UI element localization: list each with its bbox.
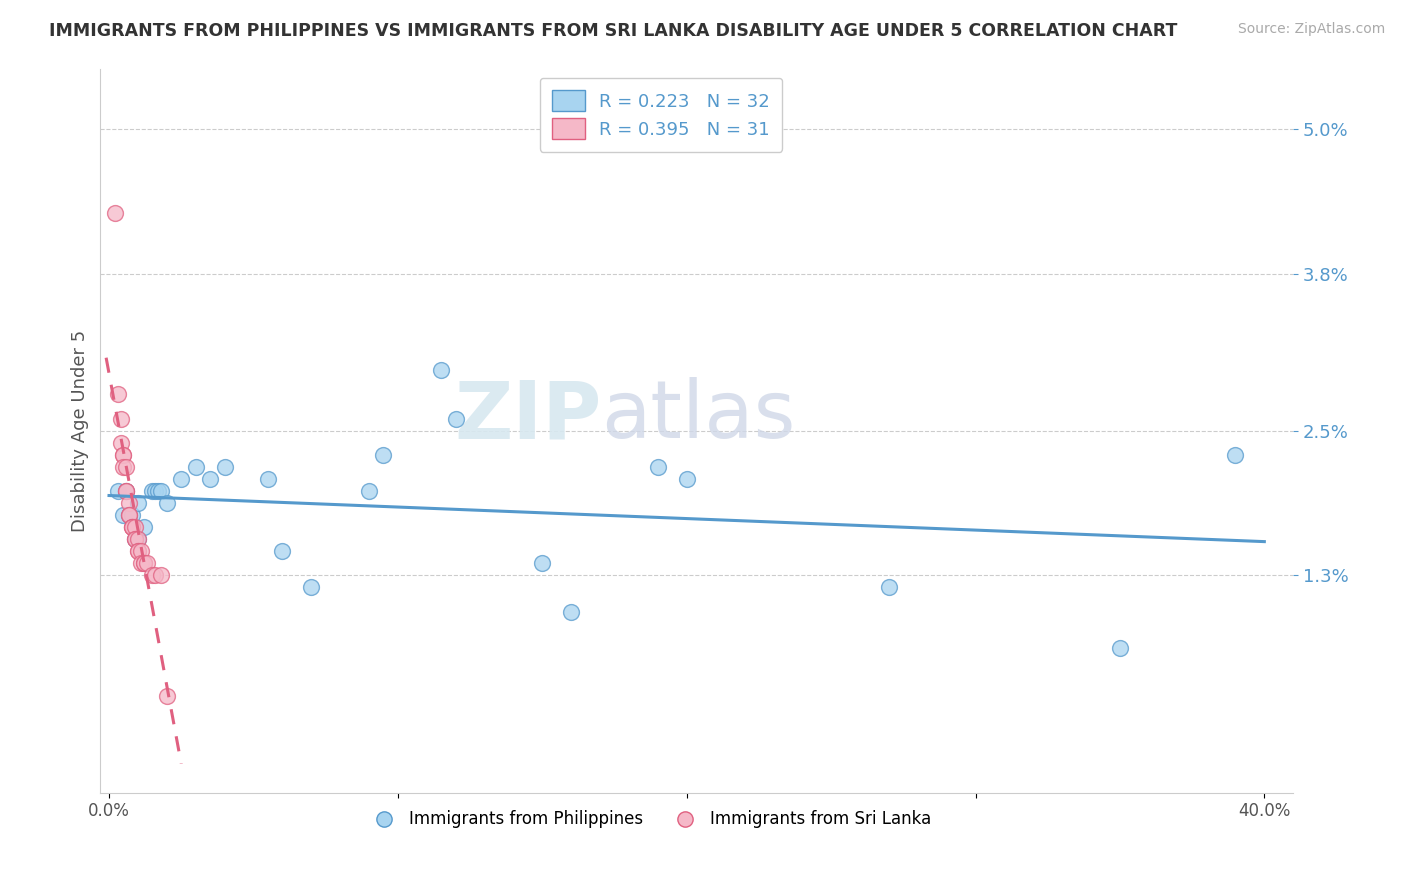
Point <box>115 483 138 498</box>
Point <box>124 520 146 534</box>
Point <box>132 557 155 571</box>
Point <box>135 557 157 571</box>
Legend: Immigrants from Philippines, Immigrants from Sri Lanka: Immigrants from Philippines, Immigrants … <box>360 804 938 835</box>
Point <box>118 508 141 522</box>
Point <box>112 448 135 462</box>
Point <box>141 568 163 582</box>
Point <box>560 605 582 619</box>
Point <box>110 411 132 425</box>
Point <box>257 472 280 486</box>
Point <box>121 520 143 534</box>
Point <box>112 508 135 522</box>
Point <box>121 520 143 534</box>
Point <box>143 568 166 582</box>
Point <box>1225 448 1247 462</box>
Point <box>127 544 149 558</box>
Point <box>357 483 380 498</box>
Point <box>170 472 193 486</box>
Point <box>647 459 669 474</box>
Text: atlas: atlas <box>602 377 796 455</box>
Point <box>115 483 138 498</box>
Text: ZIP: ZIP <box>454 377 602 455</box>
Point <box>531 557 554 571</box>
Point <box>132 557 155 571</box>
Point <box>156 689 179 703</box>
Point <box>143 483 166 498</box>
Point <box>107 387 129 401</box>
Point <box>675 472 697 486</box>
Point <box>129 544 152 558</box>
Point <box>124 532 146 546</box>
Point <box>127 544 149 558</box>
Point <box>198 472 221 486</box>
Point <box>127 532 149 546</box>
Point <box>146 483 169 498</box>
Text: IMMIGRANTS FROM PHILIPPINES VS IMMIGRANTS FROM SRI LANKA DISABILITY AGE UNDER 5 : IMMIGRANTS FROM PHILIPPINES VS IMMIGRANT… <box>49 22 1178 40</box>
Point <box>214 459 236 474</box>
Point <box>430 363 453 377</box>
Point <box>373 448 395 462</box>
Point <box>1109 640 1132 655</box>
Point <box>150 568 173 582</box>
Point <box>877 581 900 595</box>
Point <box>124 532 146 546</box>
Point <box>115 483 138 498</box>
Point <box>271 544 294 558</box>
Point <box>112 448 135 462</box>
Point <box>127 532 149 546</box>
Point <box>129 557 152 571</box>
Point <box>121 508 143 522</box>
Point <box>121 520 143 534</box>
Point <box>444 411 467 425</box>
Point <box>118 496 141 510</box>
Point <box>127 496 149 510</box>
Point <box>299 581 322 595</box>
Point <box>118 508 141 522</box>
Y-axis label: Disability Age Under 5: Disability Age Under 5 <box>72 329 89 532</box>
Point <box>112 459 135 474</box>
Point <box>132 520 155 534</box>
Point <box>115 459 138 474</box>
Text: Source: ZipAtlas.com: Source: ZipAtlas.com <box>1237 22 1385 37</box>
Point <box>150 483 173 498</box>
Point <box>184 459 207 474</box>
Point <box>107 483 129 498</box>
Point <box>141 483 163 498</box>
Point <box>110 435 132 450</box>
Point <box>118 508 141 522</box>
Point <box>104 206 127 220</box>
Point <box>156 496 179 510</box>
Point <box>124 532 146 546</box>
